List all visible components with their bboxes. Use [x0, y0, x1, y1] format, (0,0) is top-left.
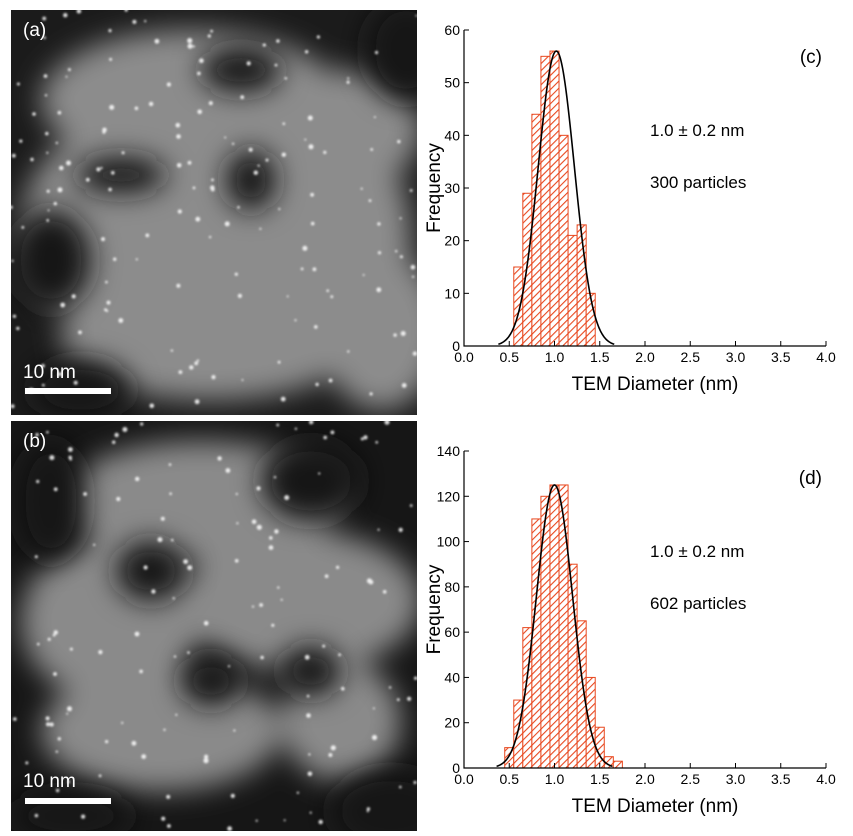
histogram-c-y-tick-label: 40: [444, 127, 460, 143]
micrograph-b: (b) 10 nm: [11, 421, 417, 831]
histogram-c-y-axis-label: Frequency: [424, 143, 445, 233]
scale-bar-b: [25, 798, 111, 804]
histogram-c-y-tick-label: 60: [444, 22, 460, 38]
histogram-c-y-tick-label: 20: [444, 233, 460, 249]
histogram-d-x-axis-label: TEM Diameter (nm): [572, 796, 739, 817]
histogram-d-x-tick-label: 3.0: [726, 771, 746, 787]
histogram-c-bar: [549, 50, 560, 347]
histogram-c-annotation: 1.0 ± 0.2 nm: [650, 121, 744, 140]
panel-b-label: (b): [23, 431, 47, 452]
histogram-d-y-tick-label: 140: [437, 443, 461, 459]
scale-bar-a: [25, 388, 111, 394]
histogram-d-annotation: 1.0 ± 0.2 nm: [650, 542, 744, 561]
scale-bar-b-label: 10 nm: [23, 771, 76, 792]
histogram-d-y-tick-label: 100: [437, 534, 461, 550]
histogram-d-x-tick-label: 0.5: [500, 771, 520, 787]
histogram-c-y-tick-label: 50: [444, 75, 460, 91]
histogram-d-panel-label: (d): [799, 468, 822, 489]
histogram-c-bar: [558, 134, 569, 347]
histogram-d-x-tick-label: 4.0: [816, 771, 836, 787]
histogram-c-y-tick-label: 10: [444, 285, 460, 301]
histogram-d-x-tick-label: 2.0: [635, 771, 655, 787]
micrograph-a-image: [11, 10, 417, 415]
histogram-c-fit-curve: [498, 50, 615, 346]
histogram-d-bar: [549, 484, 560, 769]
micrograph-a: (a) 10 nm: [11, 10, 417, 415]
histogram-d-y-tick-label: 120: [437, 488, 461, 504]
histogram-d-x-tick-label: 3.5: [771, 771, 791, 787]
micrograph-b-image: [11, 421, 417, 831]
histogram-c-panel-label: (c): [800, 47, 822, 68]
histogram-c-x-axis-label: TEM Diameter (nm): [572, 374, 739, 395]
histogram-c-bar: [513, 266, 524, 347]
scale-bar-a-label: 10 nm: [23, 362, 76, 383]
histogram-c-x-tick-label: 2.0: [635, 349, 655, 365]
histogram-c-x-tick-label: 1.0: [545, 349, 565, 365]
histogram-c-x-tick-label: 3.5: [771, 349, 791, 365]
histogram-d-svg: 0.0 0.5 1.0 1.5 2.0 2.5 3.0 3.5 4.0 0 20 40 60 80 100 1…: [424, 443, 836, 817]
histogram-d-annotation: 602 particles: [650, 594, 746, 613]
histogram-d-y-tick-label: 0: [452, 760, 460, 776]
histogram-d-bar: [612, 760, 623, 769]
histogram-d-fit-curve: [496, 484, 613, 768]
histogram-d-x-tick-label: 2.5: [681, 771, 701, 787]
histogram-d-bar: [585, 676, 596, 769]
histogram-d-x-tick-label: 0.0: [454, 771, 474, 787]
histogram-d-y-tick-label: 60: [444, 624, 460, 640]
histogram-c-x-tick-label: 4.0: [816, 349, 836, 365]
histogram-d-y-tick-label: 40: [444, 669, 460, 685]
histogram-c-svg: 0.0 0.5 1.0 1.5 2.0 2.5 3.0 3.5 4.0 0 10 20 30 40 50 60…: [424, 22, 836, 395]
histogram-d-x-tick-label: 1.0: [545, 771, 565, 787]
panel-a-label: (a): [23, 20, 47, 41]
histogram-d-bar: [558, 484, 569, 769]
histogram-d-y-axis-label: Frequency: [424, 564, 445, 654]
histogram-d-y-tick-label: 80: [444, 579, 460, 595]
histogram-d-x-tick-label: 1.5: [590, 771, 610, 787]
histogram-c-x-tick-label: 0.5: [500, 349, 520, 365]
histogram-d-y-tick-label: 20: [444, 715, 460, 731]
histogram-c-x-tick-label: 1.5: [590, 349, 610, 365]
histogram-d: 0.0 0.5 1.0 1.5 2.0 2.5 3.0 3.5 4.0 0 20 40 60 80 100 1…: [420, 418, 853, 831]
histogram-c-bar: [576, 224, 587, 347]
histogram-d-bar: [531, 518, 542, 769]
histogram-c-annotation: 300 particles: [650, 173, 746, 192]
histogram-c-x-tick-label: 2.5: [681, 349, 701, 365]
histogram-c-x-tick-label: 0.0: [454, 349, 474, 365]
histogram-c-x-tick-label: 3.0: [726, 349, 746, 365]
histogram-c-y-tick-label: 0: [452, 338, 460, 354]
histogram-c: 0.0 0.5 1.0 1.5 2.0 2.5 3.0 3.5 4.0 0 10 20 30 40 50 60…: [420, 0, 853, 410]
histogram-c-y-tick-label: 30: [444, 180, 460, 196]
histogram-c-bar: [567, 234, 578, 347]
